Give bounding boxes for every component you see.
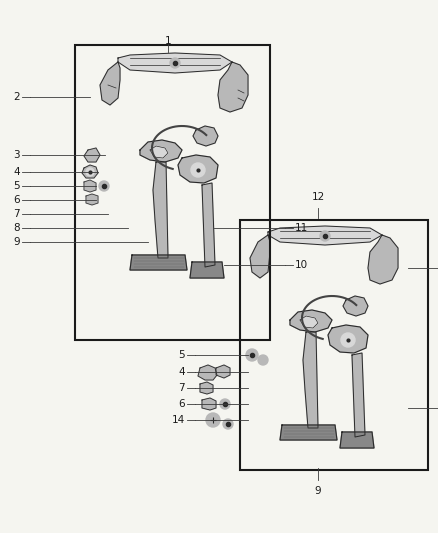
Circle shape [320,231,330,241]
Polygon shape [84,180,96,192]
Text: 10: 10 [295,260,308,270]
Polygon shape [118,53,232,73]
Circle shape [170,58,180,68]
Polygon shape [290,310,332,332]
Polygon shape [200,382,213,394]
Polygon shape [280,425,337,440]
Polygon shape [300,316,318,328]
Text: 9: 9 [314,486,321,496]
Polygon shape [202,398,216,410]
Polygon shape [178,155,218,183]
Text: 6: 6 [178,399,185,409]
Text: 4: 4 [178,367,185,377]
Polygon shape [84,148,100,162]
Bar [75,45,270,340]
Polygon shape [340,432,374,448]
Polygon shape [352,353,365,437]
Polygon shape [193,126,218,146]
Polygon shape [343,296,368,316]
Polygon shape [303,332,318,428]
Text: 12: 12 [311,192,325,202]
Polygon shape [130,255,187,270]
Polygon shape [250,235,270,278]
Circle shape [341,333,355,347]
Polygon shape [153,162,168,258]
Text: 5: 5 [178,350,185,360]
Text: 4: 4 [14,167,20,177]
Text: 3: 3 [14,150,20,160]
Text: 14: 14 [172,415,185,425]
Text: 1: 1 [165,36,171,46]
Circle shape [86,168,94,176]
Text: 7: 7 [178,383,185,393]
Polygon shape [218,62,248,112]
Circle shape [220,399,230,409]
Text: 11: 11 [295,223,308,233]
Text: 8: 8 [14,223,20,233]
Polygon shape [268,226,382,245]
Bar [240,220,428,470]
Circle shape [258,355,268,365]
Polygon shape [190,262,224,278]
Circle shape [99,181,109,191]
Polygon shape [216,365,230,378]
Circle shape [223,419,233,429]
Polygon shape [328,325,368,353]
Polygon shape [202,183,215,267]
Polygon shape [86,194,98,205]
Circle shape [191,163,205,177]
Polygon shape [198,365,217,380]
Polygon shape [150,146,168,158]
Circle shape [246,349,258,361]
Text: 2: 2 [14,92,20,102]
Text: 9: 9 [14,237,20,247]
Circle shape [206,413,220,427]
Text: 6: 6 [14,195,20,205]
Text: 5: 5 [14,181,20,191]
Polygon shape [368,235,398,284]
Polygon shape [100,62,120,105]
Text: 7: 7 [14,209,20,219]
Polygon shape [140,140,182,162]
Polygon shape [82,165,98,178]
